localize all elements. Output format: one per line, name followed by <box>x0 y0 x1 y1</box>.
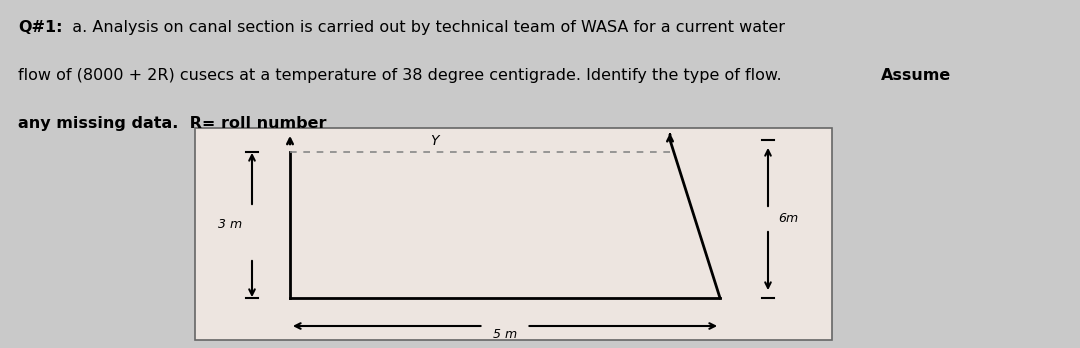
Text: Y: Y <box>430 134 438 148</box>
Bar <box>195 128 832 340</box>
Text: 5 m: 5 m <box>492 328 517 341</box>
Text: flow of (8000 + 2R) cusecs at a temperature of 38 degree centigrade. Identify th: flow of (8000 + 2R) cusecs at a temperat… <box>18 68 786 83</box>
Text: a. Analysis on canal section is carried out by technical team of WASA for a curr: a. Analysis on canal section is carried … <box>62 20 785 35</box>
Text: 6m: 6m <box>778 213 798 226</box>
Text: Q#1:: Q#1: <box>18 20 63 35</box>
Text: 3 m: 3 m <box>218 219 242 231</box>
Text: Assume: Assume <box>881 68 951 83</box>
Text: any missing data.  R= roll number: any missing data. R= roll number <box>18 116 326 131</box>
Text: Q#1:  a. Analysis on canal section is carried out by technical team of WASA for : Q#1: a. Analysis on canal section is car… <box>18 20 783 35</box>
